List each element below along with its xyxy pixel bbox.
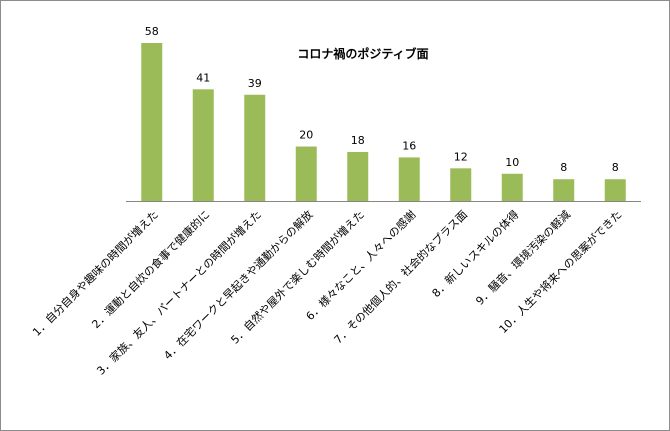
data-label-1: 58: [145, 25, 159, 38]
data-label-5: 18: [351, 134, 365, 147]
bar-10: [604, 179, 626, 201]
category-label-8: 8．新しいスキルの体得: [429, 207, 522, 300]
bar-4: [295, 146, 317, 201]
bar-9: [553, 179, 575, 201]
data-label-6: 16: [402, 139, 416, 152]
chart-title: コロナ禍のポジティブ面: [297, 46, 428, 61]
bar-3: [244, 94, 266, 201]
bar-1: [141, 43, 163, 201]
data-label-3: 39: [248, 77, 262, 90]
data-label-10: 8: [612, 161, 619, 174]
data-label-4: 20: [299, 129, 313, 142]
bar-8: [501, 173, 523, 201]
data-label-7: 12: [454, 150, 468, 163]
bar-6: [398, 157, 420, 201]
data-label-2: 41: [196, 71, 210, 84]
category-labels-group: 1．自分自身や趣味の時間が増えた2．運動と自炊の食事で健康的に3．家族、友人、パ…: [29, 207, 624, 377]
data-labels-group: 58 41 39 20 18 16 12 10 8 8: [145, 25, 619, 174]
bar-5: [347, 151, 369, 201]
data-label-9: 8: [560, 161, 567, 174]
bar-7: [450, 168, 472, 201]
bars-group: [141, 43, 626, 201]
category-label-9: 9．騒音、環境汚染の軽減: [473, 207, 573, 307]
category-label-6: 6．様々なこと、人々への感謝: [303, 207, 419, 323]
bar-2: [192, 89, 214, 201]
data-label-8: 10: [505, 156, 519, 169]
